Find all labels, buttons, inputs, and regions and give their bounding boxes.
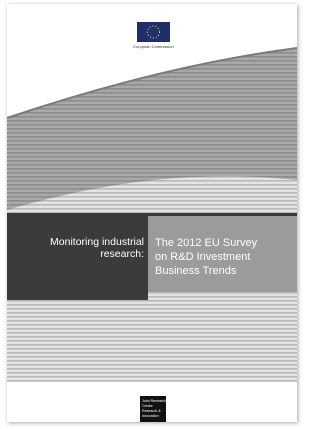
title-line: on R&D Investment	[155, 251, 250, 263]
cover-page: European Commission Monitoring industria…	[0, 0, 305, 429]
page: European Commission Monitoring industria…	[0, 0, 305, 429]
logo-text: European Commission	[133, 44, 173, 49]
title-line: The 2012 EU Survey	[155, 237, 258, 249]
eu-flag	[137, 22, 170, 42]
subtitle-line: Monitoring industrial	[50, 236, 144, 248]
footer-logo-line: Joint Research	[142, 399, 166, 403]
title-line: Business Trends	[155, 265, 237, 277]
title-box-edge	[148, 213, 297, 216]
footer-logo-line: Innovation	[142, 414, 159, 418]
subtitle-line: research:	[100, 248, 144, 260]
footer-logo-line: Centre	[142, 404, 153, 408]
footer-logo-line: Research &	[142, 409, 161, 413]
